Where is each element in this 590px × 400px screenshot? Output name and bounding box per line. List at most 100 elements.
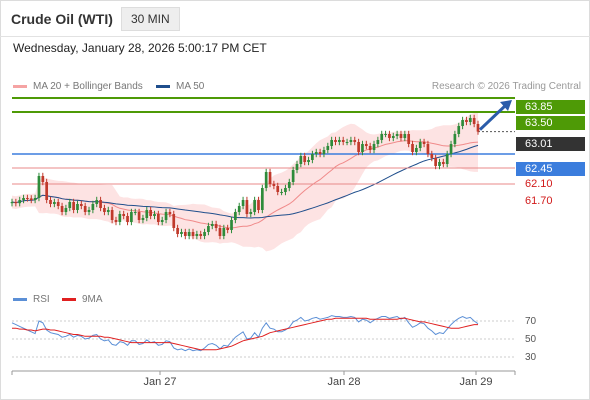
candle-body <box>180 232 183 234</box>
candle-body <box>377 140 380 144</box>
candle-body <box>153 214 156 216</box>
candle-body <box>188 232 191 236</box>
candle-body <box>388 134 391 138</box>
candle-body <box>296 164 299 170</box>
candle-body <box>407 134 410 144</box>
candle-body <box>299 156 302 164</box>
candle-body <box>15 202 18 203</box>
candle-body <box>346 142 349 143</box>
candle-body <box>172 214 175 228</box>
candle-body <box>315 152 318 154</box>
candle-body <box>257 200 260 210</box>
level-last: 63.01 <box>516 137 585 151</box>
candle-body <box>419 142 422 148</box>
candle-body <box>145 210 148 218</box>
candle-body <box>61 206 64 212</box>
candle-body <box>157 214 160 222</box>
candle-body <box>184 232 187 236</box>
candle-body <box>76 204 79 210</box>
candle-body <box>330 140 333 146</box>
candle-body <box>442 162 445 164</box>
candle-body <box>353 140 356 142</box>
candle-body <box>161 220 164 222</box>
candle-body <box>219 228 222 236</box>
candle-body <box>126 216 129 222</box>
candle-body <box>396 134 399 136</box>
candle-body <box>134 212 137 213</box>
candle-body <box>45 182 48 200</box>
candle-body <box>53 202 56 204</box>
candle-body <box>261 188 264 210</box>
candle-body <box>203 232 206 236</box>
candle-body <box>450 144 453 154</box>
candle-body <box>403 134 406 138</box>
candle-body <box>165 212 168 220</box>
level-s1: 62.10 <box>516 177 585 191</box>
candle-body <box>269 172 272 184</box>
candle-body <box>457 126 460 134</box>
candle-body <box>169 212 172 214</box>
candle-body <box>415 148 418 152</box>
candle-body <box>477 124 480 132</box>
candle-body <box>253 200 256 212</box>
candle-body <box>438 162 441 166</box>
candle-body <box>80 204 83 206</box>
candle-body <box>334 140 337 142</box>
candle-body <box>65 208 68 212</box>
candle-body <box>176 228 179 234</box>
candle-body <box>434 158 437 166</box>
candle-body <box>357 142 360 152</box>
candle-body <box>68 202 71 208</box>
candle-body <box>469 118 472 122</box>
candle-body <box>207 226 210 232</box>
rsi-tick-30: 30 <box>525 352 536 363</box>
candle-body <box>215 224 218 228</box>
rsi-ma-line <box>12 318 478 350</box>
rsi-tick-70: 70 <box>525 316 536 327</box>
level-pivot: 62.45 <box>516 162 585 176</box>
candle-body <box>199 234 202 236</box>
bollinger-band <box>12 112 478 251</box>
forecast-arrow-icon <box>480 105 506 130</box>
candle-body <box>326 146 329 150</box>
candle-body <box>222 228 225 236</box>
candle-body <box>111 210 114 220</box>
candle-body <box>350 140 353 142</box>
candle-body <box>373 144 376 150</box>
candle-body <box>88 210 91 212</box>
candle-body <box>57 202 60 206</box>
candle-body <box>242 200 245 206</box>
level-s2: 61.70 <box>516 194 585 208</box>
candle-body <box>411 144 414 152</box>
candle-body <box>11 202 14 203</box>
candle-body <box>41 176 44 182</box>
candle-body <box>465 120 468 122</box>
candle-body <box>430 154 433 158</box>
level-r2: 63.85 <box>516 100 585 114</box>
candle-body <box>246 200 249 214</box>
candle-body <box>84 206 87 212</box>
candle-body <box>38 176 41 198</box>
candle-body <box>34 198 37 200</box>
candle-body <box>392 136 395 138</box>
candle-body <box>311 154 314 160</box>
x-label-jan28: Jan 28 <box>327 376 360 388</box>
candle-body <box>122 214 125 216</box>
candle-body <box>118 214 121 222</box>
candle-body <box>384 134 387 135</box>
candle-body <box>49 200 52 204</box>
candle-body <box>380 134 383 140</box>
candle-body <box>22 198 25 200</box>
candle-body <box>280 192 283 193</box>
candle-body <box>423 142 426 144</box>
candle-body <box>149 210 152 216</box>
candle-body <box>273 184 276 186</box>
candle-body <box>303 156 306 162</box>
candle-body <box>427 144 430 154</box>
x-label-jan27: Jan 27 <box>143 376 176 388</box>
candle-body <box>265 172 268 188</box>
candle-body <box>276 186 279 192</box>
candle-body <box>95 200 98 204</box>
candle-body <box>192 232 195 236</box>
candle-body <box>99 200 102 208</box>
